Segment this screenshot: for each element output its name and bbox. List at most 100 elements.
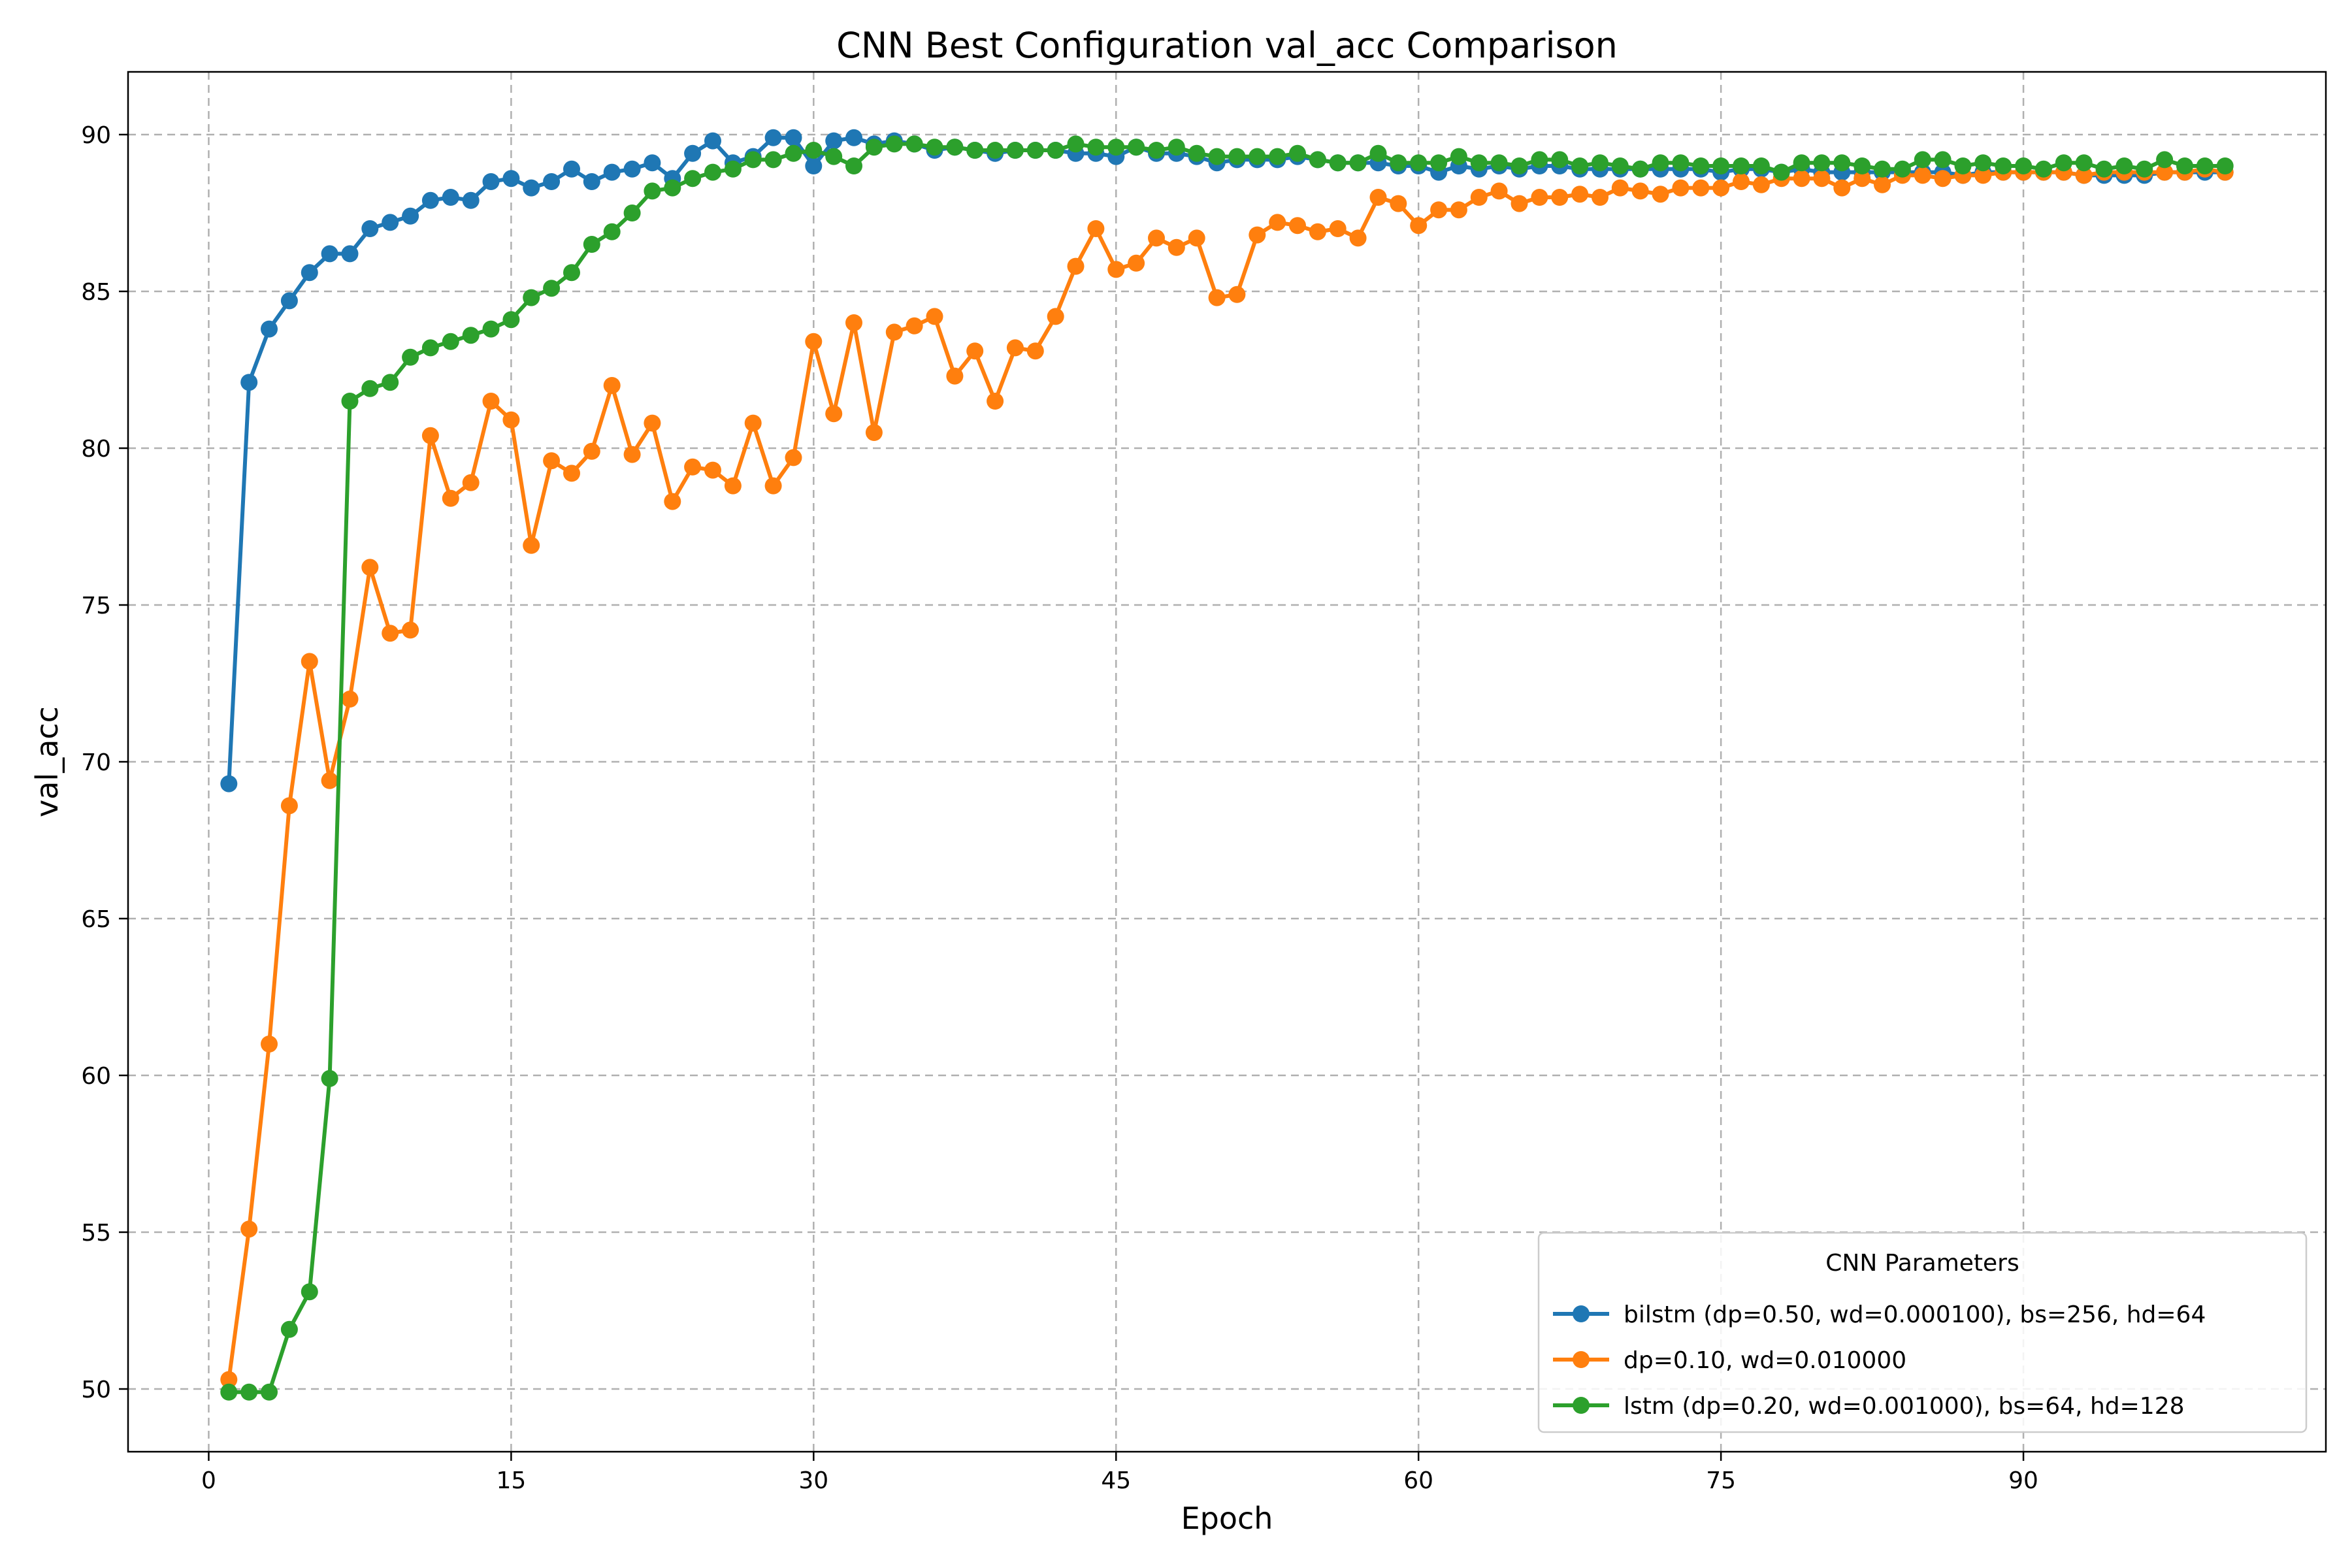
data-point xyxy=(845,314,862,331)
legend-item: dp=0.10, wd=0.010000 xyxy=(1553,1347,1906,1374)
data-point xyxy=(603,223,621,240)
data-point xyxy=(805,142,823,159)
data-point xyxy=(402,348,419,366)
data-point xyxy=(421,191,439,209)
data-point xyxy=(946,367,964,385)
data-point xyxy=(845,129,862,146)
x-tick-label: 45 xyxy=(1101,1467,1131,1494)
data-point xyxy=(502,311,520,329)
data-point xyxy=(805,333,823,350)
data-point xyxy=(1430,201,1448,219)
data-point xyxy=(421,339,439,357)
data-point xyxy=(1148,142,1165,159)
data-point xyxy=(764,129,782,146)
data-point xyxy=(946,139,964,156)
data-point xyxy=(1712,157,1730,174)
data-point xyxy=(382,374,399,391)
data-point xyxy=(341,393,359,410)
series-line xyxy=(227,167,2226,1380)
data-point xyxy=(1733,157,1750,174)
data-point xyxy=(1410,154,1428,172)
data-point xyxy=(1934,151,1952,169)
data-point xyxy=(2115,157,2133,174)
plot-area xyxy=(220,129,2234,1401)
data-point xyxy=(2095,160,2113,178)
data-point xyxy=(261,1383,278,1401)
legend-item: bilstm (dp=0.50, wd=0.000100), bs=256, h… xyxy=(1553,1301,2206,1328)
data-point xyxy=(1833,154,1851,172)
data-point xyxy=(1390,154,1407,172)
data-point xyxy=(280,797,298,815)
data-point xyxy=(361,380,379,397)
data-point xyxy=(724,160,742,178)
data-point xyxy=(1168,139,1185,156)
data-point xyxy=(623,446,641,463)
data-point xyxy=(684,458,702,476)
data-point xyxy=(885,135,903,153)
data-point xyxy=(644,414,661,432)
data-point xyxy=(402,621,419,639)
data-point xyxy=(382,214,399,231)
data-point xyxy=(1269,214,1286,231)
data-point xyxy=(1410,217,1428,235)
data-point xyxy=(382,625,399,642)
data-point xyxy=(220,1383,238,1401)
data-point xyxy=(301,1283,318,1301)
data-point xyxy=(1188,144,1205,162)
data-point xyxy=(502,411,520,429)
legend-label: lstm (dp=0.20, wd=0.001000), bs=64, hd=1… xyxy=(1624,1393,2185,1420)
data-point xyxy=(2196,157,2213,174)
data-point xyxy=(341,691,359,708)
data-point xyxy=(1974,167,1992,184)
data-point xyxy=(603,163,621,181)
data-point xyxy=(2075,167,2093,184)
data-point xyxy=(684,144,702,162)
data-point xyxy=(462,191,480,209)
y-tick-label: 70 xyxy=(81,749,111,776)
data-point xyxy=(1611,179,1629,197)
data-point xyxy=(805,157,823,174)
legend: CNN Parameters bilstm (dp=0.50, wd=0.000… xyxy=(1537,1232,2308,1433)
data-point xyxy=(1450,201,1467,219)
data-point xyxy=(1188,229,1205,247)
data-point xyxy=(502,170,520,188)
data-point xyxy=(845,157,862,174)
series-line xyxy=(227,135,2225,784)
data-point xyxy=(1531,151,1548,169)
series-line xyxy=(229,142,2225,1394)
data-point xyxy=(1854,170,1871,188)
data-point xyxy=(220,1371,238,1388)
legend-items: bilstm (dp=0.50, wd=0.000100), bs=256, h… xyxy=(1553,1301,2206,1420)
data-point xyxy=(1128,254,1145,272)
data-point xyxy=(1107,139,1125,156)
y-tick-label: 90 xyxy=(81,122,111,149)
data-point xyxy=(240,1383,258,1401)
data-point xyxy=(1712,179,1730,197)
data-point xyxy=(280,292,298,310)
data-point xyxy=(1087,220,1105,237)
data-point xyxy=(583,442,600,460)
legend-item: lstm (dp=0.20, wd=0.001000), bs=64, hd=1… xyxy=(1553,1393,2185,1420)
data-point xyxy=(623,160,641,178)
chart-title: CNN Best Configuration val_acc Compariso… xyxy=(836,25,1618,66)
data-point xyxy=(764,477,782,495)
legend-title: CNN Parameters xyxy=(1825,1250,2019,1277)
data-point xyxy=(523,536,540,554)
data-point xyxy=(1571,157,1589,174)
data-point xyxy=(1026,142,1044,159)
data-point xyxy=(1793,154,1810,172)
data-point xyxy=(1067,135,1085,153)
data-point xyxy=(1369,144,1387,162)
legend-box xyxy=(1537,1232,2308,1433)
data-point xyxy=(280,1320,298,1338)
data-point xyxy=(987,393,1004,410)
data-point xyxy=(1269,148,1286,165)
data-point xyxy=(2156,163,2174,181)
data-point xyxy=(785,129,802,146)
data-point xyxy=(744,414,762,432)
data-point xyxy=(1672,154,1690,172)
data-point xyxy=(1006,142,1024,159)
data-point xyxy=(1329,220,1347,237)
data-point xyxy=(966,142,984,159)
data-point xyxy=(825,405,843,423)
